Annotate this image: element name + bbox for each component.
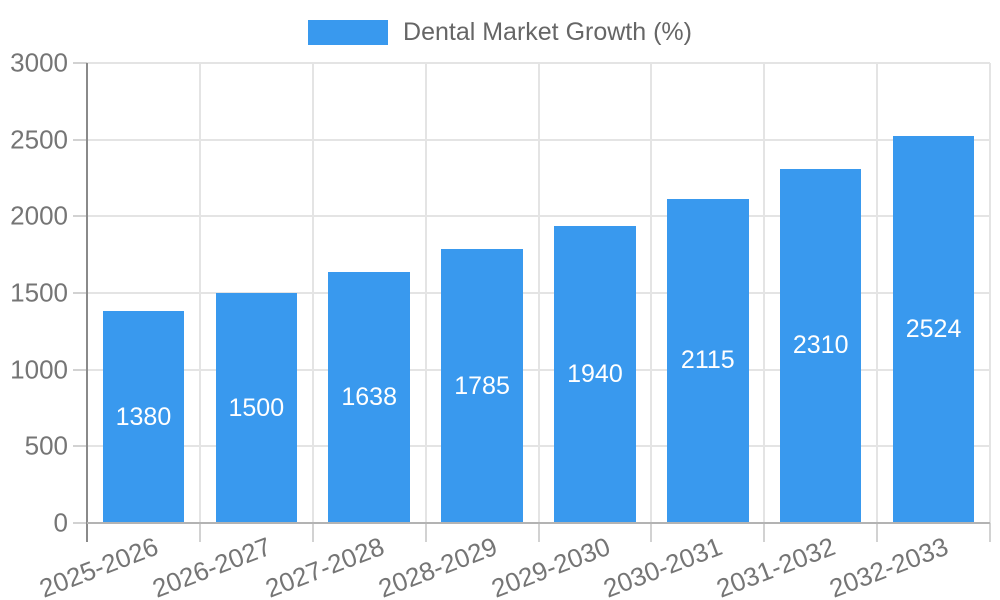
gridline-v <box>989 63 991 523</box>
bar-value-label: 2115 <box>680 346 735 375</box>
y-tick-mark <box>73 368 87 371</box>
legend[interactable]: Dental Market Growth (%) <box>0 17 1000 46</box>
x-tick-mark <box>650 523 653 542</box>
x-tick-mark <box>311 523 314 542</box>
bar[interactable]: 1500 <box>215 293 298 523</box>
bar[interactable]: 2310 <box>779 168 862 523</box>
y-tick-mark <box>73 138 87 141</box>
y-tick-label: 2000 <box>10 200 68 231</box>
x-tick-label: 2031-2032 <box>712 531 840 600</box>
gridline-v <box>424 63 427 523</box>
x-tick-label: 2025-2026 <box>35 531 163 600</box>
y-tick-mark <box>73 215 87 218</box>
bar[interactable]: 1940 <box>554 225 636 523</box>
y-tick-mark <box>73 522 87 524</box>
y-tick-mark <box>73 445 87 448</box>
bar-value-label: 1500 <box>228 393 285 422</box>
gridline-v <box>650 63 653 523</box>
x-tick-label: 2027-2028 <box>261 531 388 600</box>
bar[interactable]: 1638 <box>328 271 410 523</box>
y-tick-label: 0 <box>53 507 68 538</box>
y-tick-label: 1500 <box>10 277 68 308</box>
y-tick-label: 1000 <box>10 354 68 385</box>
y-tick-mark <box>73 62 87 64</box>
x-axis-line <box>87 522 990 524</box>
bar-value-label: 1380 <box>115 402 172 431</box>
x-tick-label: 2029-2030 <box>486 531 614 600</box>
x-tick-label: 2032-2033 <box>825 531 953 600</box>
x-tick-label: 2026-2027 <box>148 531 276 600</box>
gridline-v <box>876 63 879 523</box>
y-tick-mark <box>73 292 87 294</box>
x-tick-mark <box>989 523 991 542</box>
x-tick-mark <box>537 523 540 542</box>
legend-label: Dental Market Growth (%) <box>403 17 692 46</box>
gridline-v <box>311 63 314 523</box>
bar[interactable]: 1785 <box>441 249 523 523</box>
bar-value-label: 1785 <box>454 371 510 400</box>
y-tick-label: 2500 <box>10 124 68 155</box>
x-tick-mark <box>876 523 879 542</box>
bar[interactable]: 2524 <box>892 135 975 523</box>
y-axis-line <box>85 63 88 542</box>
gridline-v <box>198 63 201 523</box>
y-tick-label: 500 <box>24 430 68 461</box>
bar-value-label: 2524 <box>905 314 962 343</box>
x-tick-mark <box>763 523 766 542</box>
bar[interactable]: 2115 <box>667 198 749 523</box>
bar-value-label: 1638 <box>341 382 397 411</box>
x-tick-mark <box>424 523 427 542</box>
x-tick-label: 2028-2029 <box>373 531 501 600</box>
legend-swatch <box>308 19 389 45</box>
bar-value-label: 2310 <box>792 331 849 360</box>
bar-value-label: 1940 <box>567 359 623 388</box>
bar[interactable]: 1380 <box>102 311 185 523</box>
x-tick-label: 2030-2031 <box>599 531 727 600</box>
gridline-v <box>763 63 766 523</box>
x-tick-mark <box>198 523 201 542</box>
gridline-v <box>537 63 540 523</box>
y-tick-label: 3000 <box>10 47 68 78</box>
